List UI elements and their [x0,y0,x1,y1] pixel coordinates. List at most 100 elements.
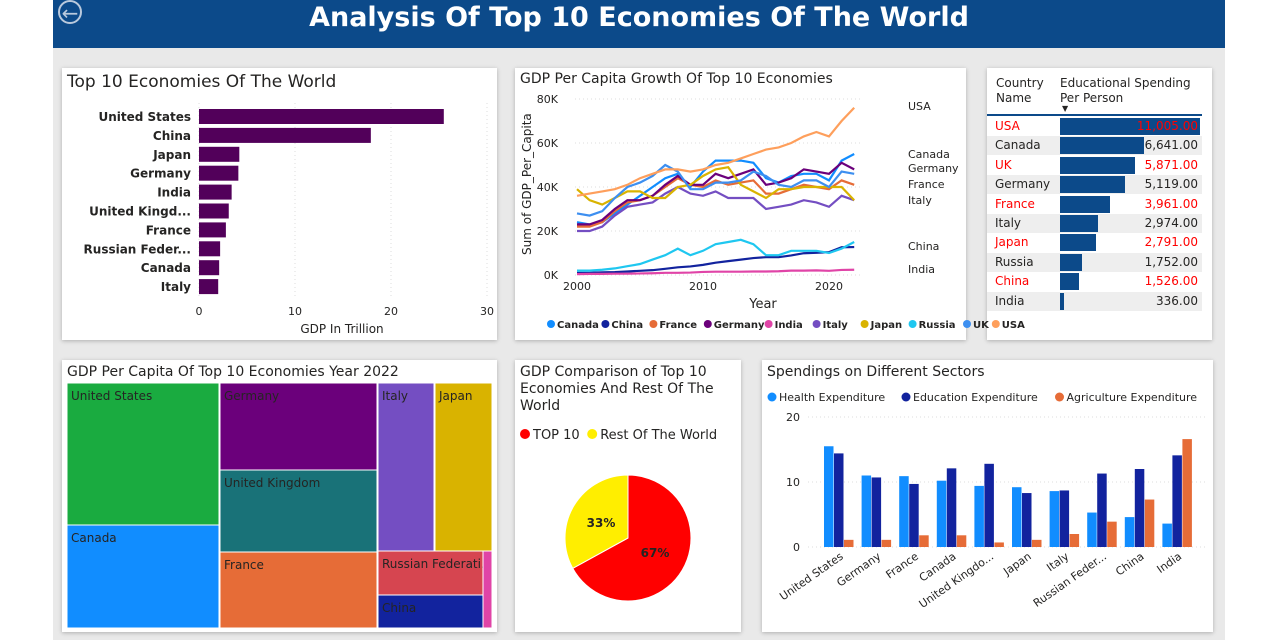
bar[interactable] [1162,523,1172,547]
treemap-tile[interactable] [66,382,220,526]
value-cell: 3,961.00 [1144,196,1198,211]
treemap-tile[interactable] [219,469,378,553]
bar[interactable] [1069,534,1080,547]
bar[interactable] [1097,473,1107,547]
bar[interactable] [844,539,854,547]
country-cell: Japan [995,235,1029,250]
legend-item: Agriculture Expenditure [1067,391,1198,404]
y-tick-label: 60K [537,137,559,150]
x-tick-label: 20 [384,305,398,318]
bar[interactable] [899,476,909,547]
value-cell: 1,752.00 [1144,254,1198,269]
category-label: China [1113,550,1146,579]
country-cell: Germany [995,177,1051,192]
table-row[interactable]: Canada 6,641.00 [987,136,1202,156]
bar[interactable] [956,535,967,547]
y-tick-label: 10 [786,476,800,489]
bar[interactable] [1022,493,1032,547]
chart-title: Top 10 Economies Of The World [66,72,336,92]
legend-marker [991,320,1000,328]
table-row[interactable]: India 336.00 [987,291,1202,311]
bar[interactable] [834,453,844,547]
x-axis-title: GDP In Trillion [300,322,383,336]
value-cell: 5,119.00 [1144,177,1198,192]
data-bar [1060,234,1096,252]
bar[interactable] [1059,490,1070,547]
category-label: Japan [152,148,191,162]
treemap-tile[interactable] [66,524,220,629]
data-label: 67% [641,546,670,560]
category-label: Canada [141,261,191,275]
back-arrow-icon[interactable]: ← [58,0,82,24]
legend-marker [601,320,610,328]
bar[interactable] [1107,521,1117,547]
bar[interactable] [1124,517,1135,547]
country-cell: France [995,196,1035,211]
bar[interactable] [994,542,1004,547]
pie-slice[interactable] [564,474,629,570]
sort-descending-icon[interactable]: ▼ [1062,104,1069,113]
bar[interactable] [984,463,994,547]
bar[interactable] [1012,487,1022,547]
table-row[interactable]: USA 11,005.00 [987,117,1202,136]
legend-marker [587,429,598,439]
value-cell: 1,526.00 [1144,274,1198,289]
bar[interactable] [974,485,984,547]
treemap-tile[interactable] [377,382,435,552]
column-header-country[interactable]: Country Name [996,76,1044,105]
value-cell: 336.00 [1156,293,1198,308]
bar[interactable] [919,535,929,547]
chart-title: GDP Per Capita Of Top 10 Economies Year … [67,364,399,380]
legend-item: Rest Of The World [600,428,717,443]
value-cell: 6,641.00 [1144,138,1198,153]
bar[interactable] [1134,469,1145,547]
table-row[interactable]: UK 5,871.00 [987,155,1202,175]
value-cell: 2,791.00 [1144,235,1198,250]
table-row[interactable]: Japan 2,791.00 [987,233,1202,253]
table-row[interactable]: France 3,961.00 [987,194,1202,214]
table-row[interactable]: Italy 2,974.00 [987,214,1202,233]
bar [199,165,239,181]
category-label: United Kingd... [89,205,191,219]
treemap-tile[interactable] [219,551,378,629]
table-row[interactable]: Russia 1,752.00 [987,252,1202,272]
legend-marker [860,320,869,328]
treemap-label: United Kingdom [224,476,320,490]
y-tick-label: 20K [537,225,559,238]
legend-marker [908,320,917,328]
bar[interactable] [1172,455,1182,547]
bar[interactable] [871,477,882,547]
data-bar [1060,118,1200,135]
data-bar [1060,137,1145,155]
category-label: France [884,550,922,582]
column-header-spending[interactable]: Educational Spending Per Person [1060,76,1191,105]
bar[interactable] [861,475,872,548]
category-label: United States [777,550,846,604]
treemap-tile[interactable] [219,382,378,471]
treemap-tile[interactable] [377,594,484,629]
bar [199,222,226,238]
data-bar [1060,156,1135,174]
pie-slice[interactable] [572,474,692,602]
bar[interactable] [824,446,834,547]
legend-marker [767,392,777,402]
table-row[interactable]: Germany 5,119.00 [987,175,1202,195]
x-axis-title: Year [748,297,777,312]
treemap-tile[interactable] [434,382,493,552]
bar[interactable] [1032,539,1042,547]
legend-marker [764,320,773,328]
legend-item: USA [1002,320,1025,331]
bar[interactable] [881,539,892,547]
series-line-canada [576,153,855,226]
bar[interactable] [1144,499,1155,547]
bar[interactable] [946,468,957,547]
bar[interactable] [1182,439,1192,547]
end-label: USA [908,100,931,113]
treemap-tile[interactable] [482,550,493,629]
legend-item: France [659,320,697,331]
table-row[interactable]: China 1,526.00 [987,272,1202,292]
bar[interactable] [936,480,947,547]
bar[interactable] [1087,512,1097,547]
bar[interactable] [909,483,919,547]
bar[interactable] [1049,491,1060,547]
